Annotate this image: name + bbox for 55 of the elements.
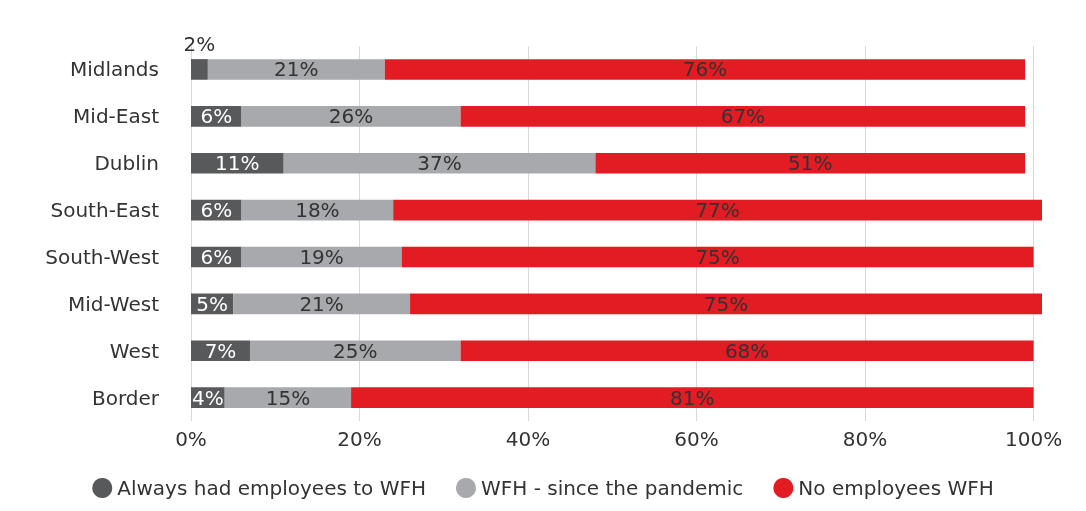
y-tick-label: Mid-West (67, 291, 160, 316)
bar (241, 106, 461, 127)
y-tick-label: South-West (45, 244, 160, 269)
bar (249, 340, 461, 361)
bar (393, 199, 1042, 221)
data-label: 68% (724, 338, 770, 363)
y-tick-label: Mid-East (73, 104, 160, 129)
data-label: 4% (191, 385, 224, 410)
data-label: 75% (695, 244, 740, 269)
data-label: 11% (215, 151, 260, 176)
x-tick-label: 0% (175, 427, 207, 451)
data-label: 7% (204, 338, 237, 363)
data-label: 76% (682, 57, 728, 82)
data-label: 6% (200, 104, 233, 129)
data-label: 25% (333, 338, 378, 363)
bar (410, 293, 1042, 315)
bar (595, 152, 1026, 174)
y-tick-label: South-East (50, 198, 160, 223)
bar (384, 59, 1026, 80)
data-label: 81% (670, 385, 715, 410)
x-tick-label: 40% (505, 427, 551, 451)
y-tick-label: Border (91, 385, 160, 410)
data-label: 21% (299, 291, 344, 316)
bar (460, 106, 1026, 127)
x-tick-label: 100% (1004, 427, 1063, 451)
data-label: 2% (183, 32, 216, 57)
y-tick-label: Midlands (69, 57, 159, 82)
bar (283, 152, 596, 174)
x-tick-label: 60% (674, 427, 719, 451)
data-label: 67% (720, 104, 766, 129)
data-label: 77% (695, 198, 740, 223)
bar (191, 59, 208, 80)
y-tick-label: West (109, 338, 160, 363)
data-label: 6% (200, 198, 233, 223)
legend-label: WFH - since the pandemic (480, 476, 744, 500)
x-tick-label: 20% (337, 427, 382, 451)
bar (207, 59, 385, 80)
x-tick-label: 80% (842, 427, 888, 451)
y-tick-label: Dublin (94, 151, 159, 176)
bar (401, 246, 1034, 268)
data-label: 15% (265, 385, 311, 410)
legend-label: Always had employees to WFH (117, 476, 426, 500)
data-label: 26% (328, 104, 374, 129)
data-label: 5% (196, 291, 228, 316)
data-label: 19% (299, 244, 344, 269)
data-label: 75% (703, 291, 749, 316)
bar (460, 340, 1034, 361)
bar (351, 387, 1034, 408)
data-label: 37% (417, 151, 462, 176)
data-label: 6% (200, 244, 233, 269)
data-label: 51% (788, 151, 833, 176)
bar (224, 387, 352, 408)
data-label: 18% (295, 198, 340, 223)
data-label: 21% (274, 57, 319, 82)
legend-label: No employees WFH (798, 476, 994, 500)
